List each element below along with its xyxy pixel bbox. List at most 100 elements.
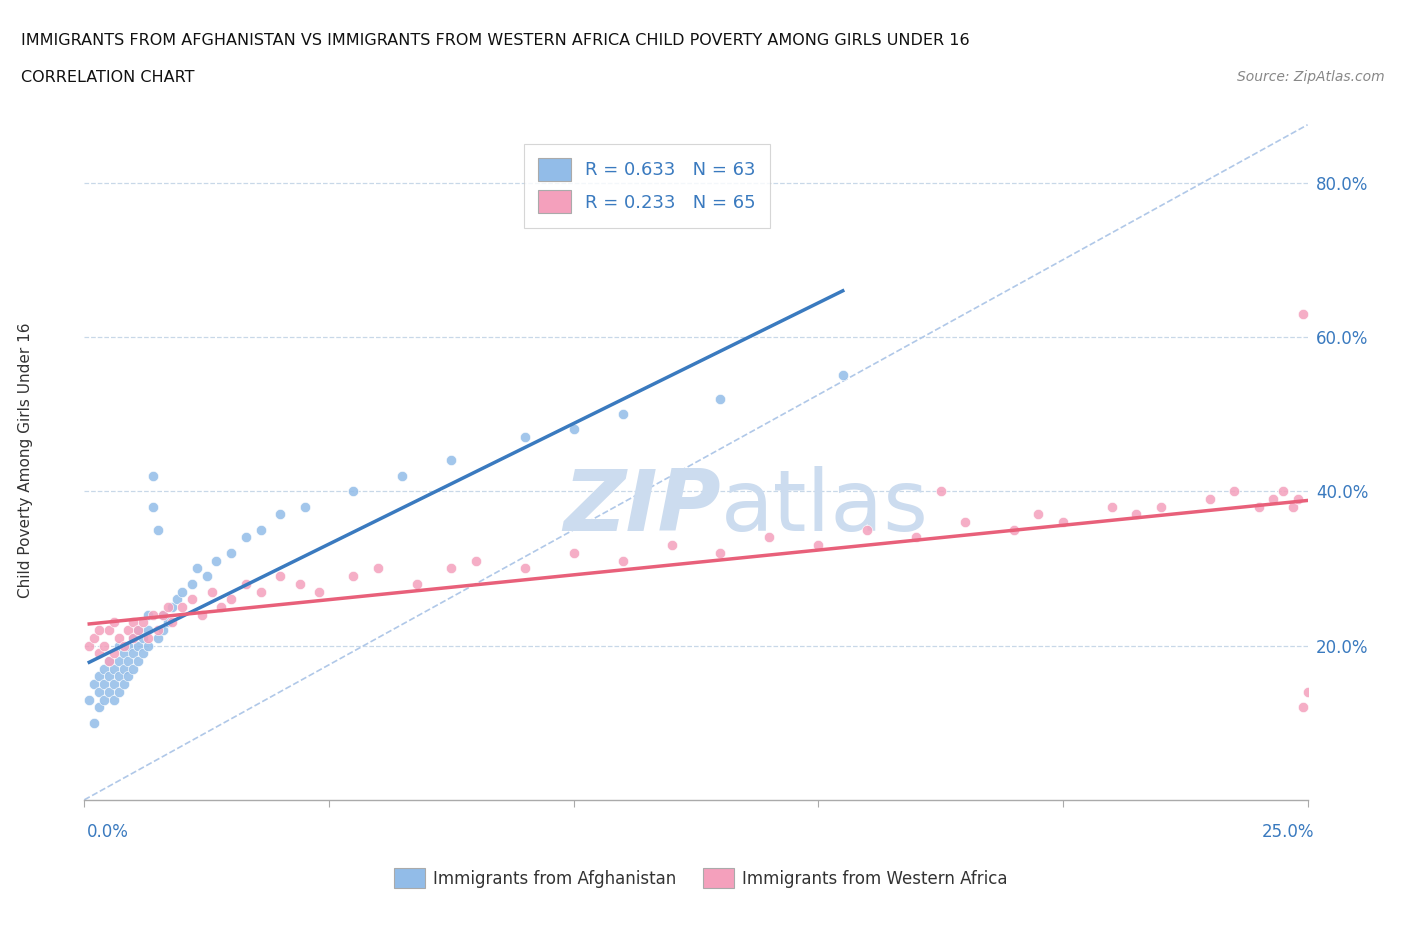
Point <box>205 553 228 568</box>
Point <box>1198 491 1220 506</box>
Text: Immigrants from Afghanistan: Immigrants from Afghanistan <box>433 870 676 888</box>
Point <box>342 484 364 498</box>
Point <box>1028 507 1050 522</box>
Point <box>97 684 120 699</box>
Point <box>122 631 145 645</box>
Point <box>181 591 204 606</box>
Point <box>122 615 145 630</box>
Point <box>235 577 257 591</box>
Point <box>1223 484 1246 498</box>
Text: 0.0%: 0.0% <box>87 823 129 842</box>
Point <box>831 368 853 383</box>
Point <box>342 568 364 583</box>
Point <box>288 577 311 591</box>
Point <box>709 392 731 406</box>
Point <box>269 507 291 522</box>
Point <box>107 669 129 684</box>
Point <box>142 469 165 484</box>
Point <box>112 638 135 653</box>
Point <box>87 669 110 684</box>
Point <box>1296 684 1319 699</box>
Point <box>117 654 139 669</box>
Point <box>156 600 179 615</box>
Point <box>117 623 139 638</box>
Point <box>249 523 271 538</box>
Point <box>235 530 257 545</box>
Point <box>249 584 271 599</box>
Point <box>87 623 110 638</box>
Point <box>152 607 174 622</box>
Point <box>107 654 129 669</box>
Point <box>87 699 110 714</box>
Point <box>294 499 316 514</box>
Point <box>87 684 110 699</box>
Point <box>513 430 536 445</box>
Point <box>127 623 149 638</box>
Point <box>191 607 214 622</box>
Point <box>1052 514 1074 529</box>
Text: ZIP: ZIP <box>562 466 720 550</box>
Point <box>117 669 139 684</box>
Point <box>367 561 389 576</box>
Point <box>152 623 174 638</box>
Point <box>1282 499 1305 514</box>
Point <box>122 661 145 676</box>
Point <box>269 568 291 583</box>
Point <box>146 623 169 638</box>
Point <box>112 645 135 660</box>
Point <box>97 669 120 684</box>
Point <box>93 677 115 692</box>
Point <box>112 677 135 692</box>
Text: 25.0%: 25.0% <box>1263 823 1315 842</box>
Point <box>1002 523 1025 538</box>
Point <box>117 638 139 653</box>
Point <box>107 638 129 653</box>
Point <box>162 600 184 615</box>
Point <box>1263 491 1285 506</box>
Point <box>146 523 169 538</box>
Point <box>953 514 976 529</box>
Point <box>127 654 149 669</box>
Point <box>93 692 115 707</box>
Point <box>562 422 585 437</box>
Point <box>1247 499 1270 514</box>
Point <box>93 638 115 653</box>
Text: Source: ZipAtlas.com: Source: ZipAtlas.com <box>1237 70 1385 84</box>
Text: IMMIGRANTS FROM AFGHANISTAN VS IMMIGRANTS FROM WESTERN AFRICA CHILD POVERTY AMON: IMMIGRANTS FROM AFGHANISTAN VS IMMIGRANT… <box>21 33 970 47</box>
Point <box>142 607 165 622</box>
Point <box>562 546 585 561</box>
Point <box>807 538 830 552</box>
Point <box>122 631 145 645</box>
Point <box>464 553 486 568</box>
Point <box>709 546 731 561</box>
Point <box>103 677 125 692</box>
Point <box>1292 699 1315 714</box>
Point <box>77 692 100 707</box>
Point <box>97 654 120 669</box>
Point <box>200 584 222 599</box>
Point <box>440 561 463 576</box>
Point <box>83 677 105 692</box>
Point <box>1286 491 1309 506</box>
Point <box>87 645 110 660</box>
Point <box>172 584 194 599</box>
Point <box>856 523 879 538</box>
Point <box>929 484 952 498</box>
Point <box>107 631 129 645</box>
Point <box>136 607 159 622</box>
Point <box>440 453 463 468</box>
Point <box>1150 499 1173 514</box>
Point <box>156 615 179 630</box>
Point <box>136 638 159 653</box>
Point <box>93 661 115 676</box>
Point <box>136 631 159 645</box>
Point <box>107 684 129 699</box>
Legend: R = 0.633   N = 63, R = 0.233   N = 65: R = 0.633 N = 63, R = 0.233 N = 65 <box>524 143 770 228</box>
Point <box>103 661 125 676</box>
Point <box>152 607 174 622</box>
Point <box>127 638 149 653</box>
Point <box>391 469 413 484</box>
Point <box>1272 484 1295 498</box>
Point <box>136 623 159 638</box>
Point <box>181 577 204 591</box>
